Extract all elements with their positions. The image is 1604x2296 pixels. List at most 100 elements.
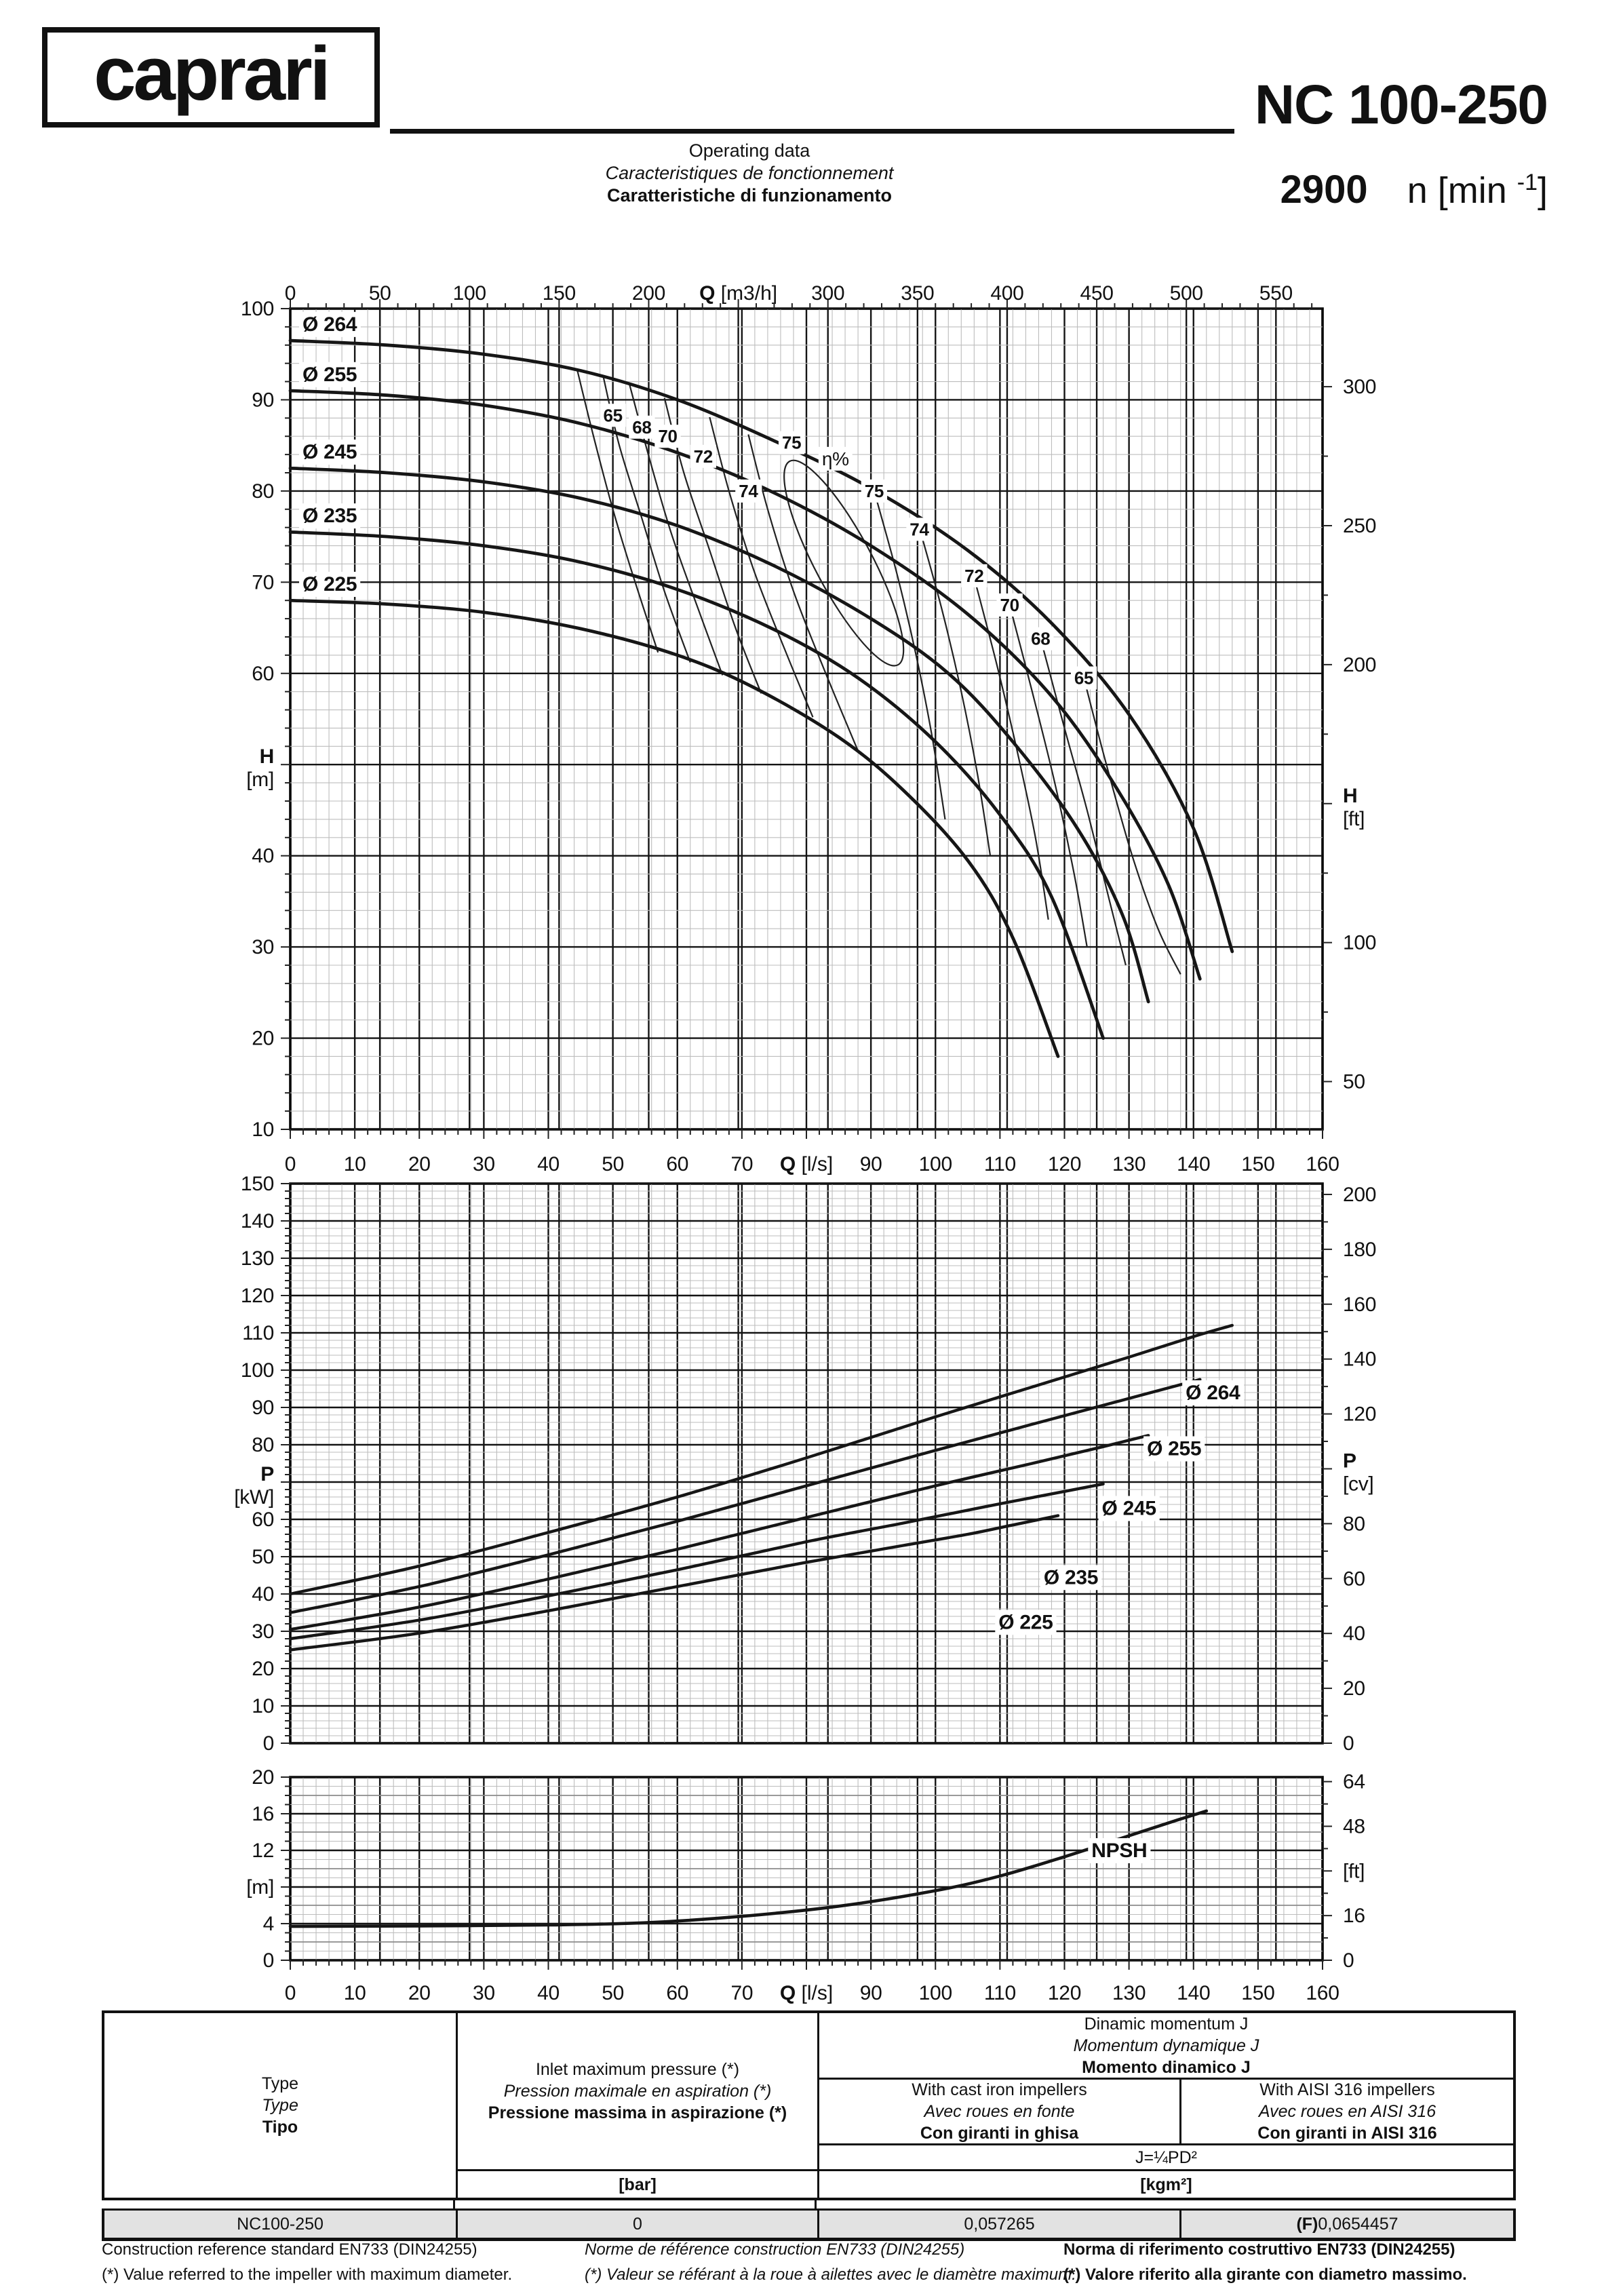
svg-text:60: 60 xyxy=(252,663,274,685)
table-divider xyxy=(1179,2078,1181,2143)
speed-unit: n [min -1] xyxy=(1407,170,1548,211)
svg-text:140: 140 xyxy=(1177,1982,1210,2004)
svg-text:0: 0 xyxy=(1343,1949,1354,1972)
svg-text:[ft]: [ft] xyxy=(1343,808,1365,830)
table-cell-kgm-unit: [kgm²] xyxy=(1140,2175,1192,2194)
svg-text:90: 90 xyxy=(252,1397,274,1419)
svg-text:0: 0 xyxy=(285,1153,296,1175)
svg-text:10: 10 xyxy=(252,1118,274,1141)
svg-text:30: 30 xyxy=(252,1620,274,1643)
svg-text:20: 20 xyxy=(252,1766,274,1789)
table-divider xyxy=(817,2078,1513,2080)
svg-text:350: 350 xyxy=(901,282,934,305)
model-title: NC 100-250 xyxy=(1254,74,1548,136)
svg-text:140: 140 xyxy=(1177,1153,1210,1175)
svg-text:[m]: [m] xyxy=(246,1876,274,1899)
svg-text:50: 50 xyxy=(369,282,391,305)
efficiency-line-70-right xyxy=(1009,604,1088,948)
svg-text:120: 120 xyxy=(241,1285,274,1307)
svg-text:Ø 264: Ø 264 xyxy=(1186,1382,1240,1404)
svg-text:160: 160 xyxy=(1306,1153,1339,1175)
svg-text:150: 150 xyxy=(1241,1982,1274,2004)
svg-text:[ft]: [ft] xyxy=(1343,1860,1365,1882)
caprari-logo-text: caprari xyxy=(94,31,331,116)
svg-text:20: 20 xyxy=(252,1028,274,1050)
svg-text:100: 100 xyxy=(919,1982,952,2004)
head-grid xyxy=(290,307,1323,1131)
svg-text:150: 150 xyxy=(241,1173,274,1195)
svg-text:H: H xyxy=(1343,785,1357,807)
data-pressure: 0 xyxy=(458,2211,819,2238)
svg-text:120: 120 xyxy=(1048,1982,1081,2004)
svg-text:64: 64 xyxy=(1343,1771,1365,1793)
svg-text:72: 72 xyxy=(694,446,713,467)
head-curve-Ø 255 xyxy=(288,389,1202,981)
svg-text:140: 140 xyxy=(241,1210,274,1232)
svg-text:30: 30 xyxy=(473,1153,495,1175)
svg-text:90: 90 xyxy=(860,1153,882,1175)
table-cell-inlet-pressure: Inlet maximum pressure (*) Pression maxi… xyxy=(488,2060,787,2122)
table-cell-type: Type Type Tipo xyxy=(261,2074,299,2137)
svg-text:Ø 225: Ø 225 xyxy=(998,1611,1053,1633)
svg-text:400: 400 xyxy=(990,282,1023,305)
svg-text:68: 68 xyxy=(632,417,651,437)
npsh-labels: NPSH xyxy=(1088,1838,1151,1863)
svg-text:0: 0 xyxy=(263,1732,274,1755)
svg-text:70: 70 xyxy=(252,571,274,594)
svg-text:Ø 235: Ø 235 xyxy=(1044,1566,1098,1589)
svg-text:450: 450 xyxy=(1080,282,1113,305)
data-j-cast-iron: 0,057265 xyxy=(819,2211,1181,2238)
svg-text:Ø 225: Ø 225 xyxy=(302,573,357,596)
svg-text:250: 250 xyxy=(1343,515,1376,537)
svg-text:40: 40 xyxy=(1343,1622,1365,1645)
svg-text:74: 74 xyxy=(739,481,758,501)
power-grid xyxy=(290,1182,1323,1745)
svg-text:Ø 245: Ø 245 xyxy=(1102,1498,1156,1520)
efficiency-line-75-right xyxy=(873,490,946,820)
header-rule xyxy=(390,129,1234,134)
svg-text:90: 90 xyxy=(860,1982,882,2004)
svg-text:500: 500 xyxy=(1170,282,1203,305)
svg-text:H: H xyxy=(260,745,274,768)
svg-text:60: 60 xyxy=(1343,1568,1365,1590)
svg-text:Ø 245: Ø 245 xyxy=(302,441,357,463)
svg-text:100: 100 xyxy=(241,1359,274,1382)
svg-text:16: 16 xyxy=(252,1803,274,1825)
svg-text:12: 12 xyxy=(252,1840,274,1862)
svg-text:80: 80 xyxy=(252,1434,274,1456)
svg-text:74: 74 xyxy=(909,519,929,539)
svg-text:70: 70 xyxy=(730,1153,753,1175)
footer-en: Construction reference standard EN733 (D… xyxy=(102,2240,513,2284)
operating-data-block: Operating data Caracteristiques de fonct… xyxy=(512,140,987,207)
data-type: NC100-250 xyxy=(104,2211,458,2238)
spec-table: Type Type Tipo Inlet maximum pressure (*… xyxy=(102,2010,1516,2200)
svg-text:150: 150 xyxy=(1241,1153,1274,1175)
svg-text:20: 20 xyxy=(408,1153,431,1175)
svg-text:70: 70 xyxy=(730,1982,753,2004)
efficiency-line-74-right xyxy=(918,527,992,856)
svg-text:50: 50 xyxy=(252,1546,274,1568)
svg-text:65: 65 xyxy=(1074,668,1093,688)
svg-text:60: 60 xyxy=(252,1509,274,1531)
svg-text:[cv]: [cv] xyxy=(1343,1473,1373,1495)
head-curve-Ø 264 xyxy=(288,338,1234,954)
svg-text:P: P xyxy=(260,1463,274,1485)
svg-text:160: 160 xyxy=(1306,1982,1339,2004)
svg-text:110: 110 xyxy=(242,1322,274,1344)
table-cell-aisi: With AISI 316 impellers Avec roues en AI… xyxy=(1257,2080,1437,2143)
svg-text:120: 120 xyxy=(1343,1403,1376,1426)
svg-text:Ø 264: Ø 264 xyxy=(302,313,357,336)
table-divider xyxy=(453,2200,455,2209)
table-cell-momentum-header: Dinamic momentum J Momentum dynamique J … xyxy=(1073,2014,1259,2077)
operating-data-fr: Caracteristiques de fonctionnement xyxy=(605,163,894,183)
svg-text:P: P xyxy=(1343,1449,1356,1472)
svg-text:90: 90 xyxy=(252,389,274,411)
footer-it: Norma di riferimento costruttivo EN733 (… xyxy=(1063,2240,1467,2284)
table-data-row: NC100-250 0 0,057265 (F) 0,0654457 xyxy=(102,2209,1516,2241)
table-cell-cast-iron: With cast iron impellers Avec roues en f… xyxy=(912,2080,1087,2143)
svg-text:100: 100 xyxy=(241,298,274,320)
svg-text:70: 70 xyxy=(658,426,677,446)
svg-text:72: 72 xyxy=(964,566,983,586)
